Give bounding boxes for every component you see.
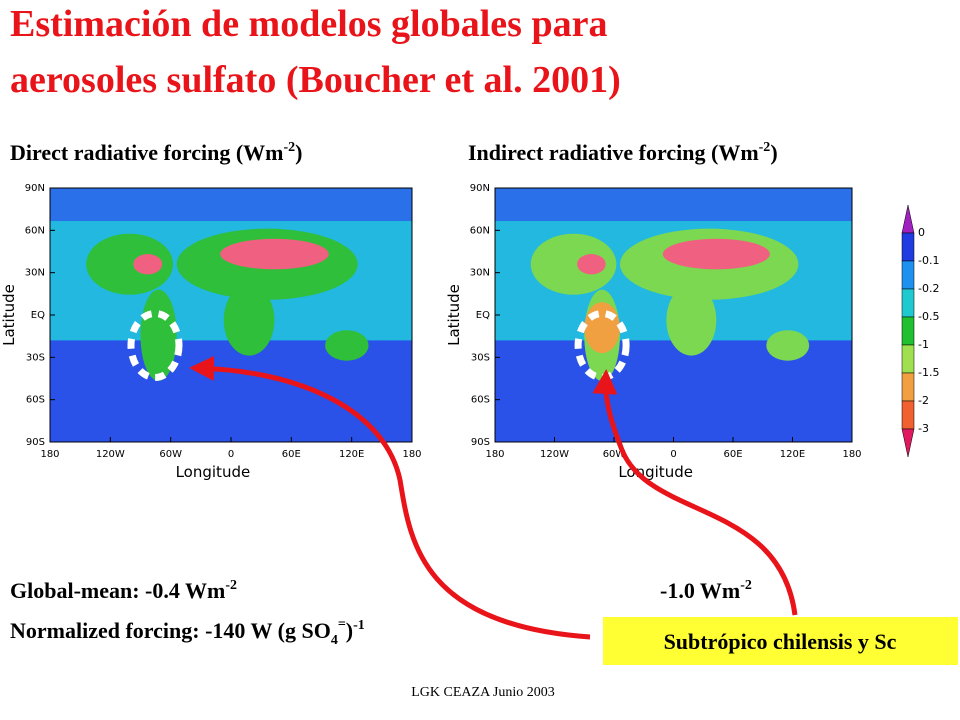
- lon-tick: 180: [842, 449, 861, 460]
- colorbar-swatch: [901, 400, 915, 430]
- lon-tick: 120E: [339, 449, 364, 460]
- y-axis-label: Latitude: [445, 284, 463, 346]
- lon-tick: 60W: [603, 449, 626, 460]
- global-mean: Global-mean: -0.4 Wm-2: [10, 578, 237, 603]
- heading-end: ): [295, 140, 302, 165]
- lat-tick: 90S: [26, 437, 45, 448]
- lat-tick: 30S: [26, 352, 45, 363]
- colorbar-swatch: [901, 232, 915, 262]
- map-band: [495, 188, 852, 222]
- lat-tick: 30S: [471, 352, 490, 363]
- title-line: aerosoles sulfato (Boucher et al. 2001): [10, 59, 621, 101]
- colorbar: 0 -0.1 -0.2 -0.5 -1 -1.5 -2 -3: [901, 204, 939, 458]
- land: [325, 330, 369, 361]
- lon-tick: 0: [670, 449, 676, 460]
- lon-tick: 180: [485, 449, 504, 460]
- hot: [662, 238, 770, 270]
- map: Indirect radiative forcing (Wm-2) 90N 60N 3…: [445, 140, 862, 481]
- colorbar-swatch: [901, 260, 915, 290]
- map-band: [50, 188, 412, 222]
- hot: [220, 238, 329, 270]
- x-axis-label: Longitude: [176, 463, 251, 481]
- colorbar-swatch: [901, 288, 915, 318]
- colorbar-swatch: [901, 372, 915, 402]
- highlight: [574, 309, 630, 381]
- lon-tick: 180: [402, 449, 421, 460]
- map: Direct radiative forcing (Wm-2) 90N 60N 30N…: [0, 140, 422, 481]
- lat-tick: 60N: [470, 225, 490, 236]
- colorbar-label: -3: [918, 422, 929, 435]
- lon-tick: 180: [40, 449, 59, 460]
- hot: [584, 302, 620, 354]
- lat-tick: 60N: [25, 225, 45, 236]
- colorbar-swatch: [901, 344, 915, 374]
- colorbar-label: -1: [918, 338, 929, 351]
- maps: Direct radiative forcing (Wm-2)90N60N30N…: [0, 140, 862, 481]
- colorbar-label: 0: [918, 226, 925, 239]
- label-box: [603, 617, 958, 665]
- lat-tick: 90N: [25, 183, 45, 194]
- arrow: [592, 369, 798, 616]
- heading-end: ): [770, 140, 777, 165]
- lon-tick: 0: [228, 449, 234, 460]
- lat-tick: 30N: [25, 268, 45, 279]
- heading-sup: -2: [759, 140, 771, 155]
- arrow: [189, 355, 591, 640]
- heading-sup: -2: [284, 140, 296, 155]
- colorbar-label: -0.2: [918, 282, 939, 295]
- land: [766, 330, 810, 361]
- colorbar-label: -2: [918, 394, 929, 407]
- colorbar-end: [901, 428, 915, 458]
- x-axis-label: Longitude: [618, 463, 693, 481]
- y-axis-label: Latitude: [0, 284, 18, 346]
- global-mean-right: -1.0 Wm-2: [660, 578, 752, 603]
- colorbar-swatch: [901, 316, 915, 346]
- lat-tick: 60S: [26, 395, 45, 406]
- lon-tick: 60W: [159, 449, 182, 460]
- heading-text: Direct radiative forcing (Wm: [10, 140, 284, 165]
- lat-tick: 90N: [470, 183, 490, 194]
- label-box-text: Subtrópico chilensis y Sc: [664, 629, 897, 654]
- hot: [133, 254, 163, 275]
- lon-tick: 120E: [780, 449, 805, 460]
- lon-tick: 60E: [282, 449, 301, 460]
- lat-tick: 30N: [470, 268, 490, 279]
- land: [666, 284, 717, 356]
- colorbar-label: -0.1: [918, 254, 939, 267]
- heading-text: Indirect radiative forcing (Wm: [468, 140, 759, 165]
- colorbar-end: [901, 204, 915, 234]
- lat-tick: EQ: [476, 310, 490, 321]
- colorbar-label: -1.5: [918, 366, 939, 379]
- lon-tick: 120W: [96, 449, 125, 460]
- lon-tick: 60E: [723, 449, 742, 460]
- footer: LGK CEAZA Junio 2003: [411, 685, 555, 700]
- land: [530, 233, 617, 295]
- lat-tick: 90S: [471, 437, 490, 448]
- title-line: Estimación de modelos globales para: [10, 3, 607, 45]
- highlight: [127, 309, 183, 381]
- land: [86, 233, 174, 295]
- colorbar-label: -0.5: [918, 310, 939, 323]
- lat-tick: 60S: [471, 395, 490, 406]
- hot: [577, 254, 606, 275]
- land: [223, 284, 275, 356]
- normalized: Normalized forcing: -140 W (g SO4=)-1: [10, 617, 365, 648]
- map-heading: Direct radiative forcing (Wm-2): [10, 140, 303, 165]
- lon-tick: 120W: [540, 449, 569, 460]
- map-heading: Indirect radiative forcing (Wm-2): [468, 140, 778, 165]
- lat-tick: EQ: [31, 310, 45, 321]
